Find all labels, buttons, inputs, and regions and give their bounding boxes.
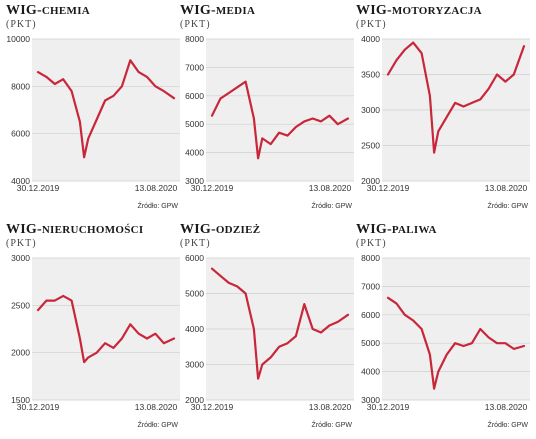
y-tick-label: 10000: [6, 34, 30, 44]
series-line: [386, 296, 526, 390]
series-line: [386, 41, 526, 154]
x-tick-label-end: 13.08.2020: [309, 402, 352, 412]
y-tick-label: 1500: [11, 395, 30, 405]
chart-panel-wig-chemia: WIG-chemia (PKT) 10000 8000 6000 4000 30.12.…: [6, 3, 182, 217]
chart-panel-wig-nieruchomosci: WIG-nieruchomości (PKT) 3000 2500 2000 1500…: [6, 222, 182, 436]
x-tick-label-end: 13.08.2020: [485, 402, 528, 412]
chart-panel-wig-odziez: WIG-odzież (PKT) 6000 5000 4000 3000 2000 30.…: [180, 222, 356, 436]
series-line: [36, 59, 176, 159]
chart-unit: (PKT): [6, 19, 37, 30]
chart-panel-wig-media: WIG-media (PKT) 8000 7000 6000 5000 4000 3000…: [180, 3, 356, 217]
chart-unit: (PKT): [180, 19, 211, 30]
x-tick-label-end: 13.08.2020: [485, 183, 528, 193]
source-note: Źródło: GPW: [487, 422, 528, 429]
x-tick-label-start: 30.12.2019: [191, 183, 234, 193]
x-tick-label-start: 30.12.2019: [367, 402, 410, 412]
y-tick-label: 3500: [361, 70, 380, 80]
chart-title: WIG-motoryzacja: [356, 3, 482, 18]
y-tick-label: 2000: [185, 395, 204, 405]
y-tick-label: 8000: [361, 253, 380, 263]
y-tick-label: 2000: [361, 176, 380, 186]
chart-panel-wig-motoryzacja: WIG-motoryzacja (PKT) 4000 3500 3000 2500 20…: [356, 3, 532, 217]
y-tick-label: 7000: [185, 62, 204, 72]
x-tick-label-start: 30.12.2019: [17, 183, 60, 193]
y-tick-label: 8000: [11, 81, 30, 91]
chart-title: WIG-odzież: [180, 222, 261, 237]
y-tick-label: 2500: [11, 300, 30, 310]
y-tick-label: 3000: [185, 360, 204, 370]
chart-unit: (PKT): [356, 19, 387, 30]
x-tick-label-start: 30.12.2019: [367, 183, 410, 193]
y-tick-label: 8000: [185, 34, 204, 44]
series-line: [210, 267, 350, 380]
y-tick-label: 6000: [11, 129, 30, 139]
plot-area: [32, 258, 180, 400]
chart-title: WIG-nieruchomości: [6, 222, 144, 237]
y-tick-label: 4000: [185, 148, 204, 158]
chart-unit: (PKT): [6, 238, 37, 249]
chart-title: WIG-chemia: [6, 3, 91, 18]
plot-area: [382, 258, 530, 400]
source-note: Źródło: GPW: [137, 203, 178, 210]
chart-title: WIG-media: [180, 3, 256, 18]
y-tick-label: 6000: [361, 310, 380, 320]
x-tick-label-end: 13.08.2020: [135, 402, 178, 412]
y-tick-label: 2000: [11, 348, 30, 358]
y-tick-label: 4000: [185, 324, 204, 334]
y-tick-label: 4000: [11, 176, 30, 186]
x-tick-label-end: 13.08.2020: [309, 183, 352, 193]
y-tick-label: 3000: [361, 105, 380, 115]
x-tick-label-start: 30.12.2019: [17, 402, 60, 412]
chart-unit: (PKT): [180, 238, 211, 249]
y-tick-label: 4000: [361, 367, 380, 377]
x-tick-label-start: 30.12.2019: [191, 402, 234, 412]
chart-title: WIG-paliwa: [356, 222, 437, 237]
y-tick-label: 5000: [361, 338, 380, 348]
y-tick-label: 2500: [361, 141, 380, 151]
y-tick-label: 7000: [361, 281, 380, 291]
y-tick-label: 4000: [361, 34, 380, 44]
x-tick-label-end: 13.08.2020: [135, 183, 178, 193]
y-tick-label: 5000: [185, 289, 204, 299]
y-tick-label: 6000: [185, 253, 204, 263]
source-note: Źródło: GPW: [311, 422, 352, 429]
y-tick-label: 6000: [185, 91, 204, 101]
chart-unit: (PKT): [356, 238, 387, 249]
plot-area: [32, 39, 180, 181]
source-note: Źródło: GPW: [137, 422, 178, 429]
y-tick-label: 3000: [185, 176, 204, 186]
series-line: [210, 80, 350, 160]
y-tick-label: 5000: [185, 119, 204, 129]
series-line: [36, 294, 176, 364]
y-tick-label: 3000: [361, 395, 380, 405]
y-tick-label: 3000: [11, 253, 30, 263]
chart-panel-wig-paliwa: WIG-paliwa (PKT) 8000 7000 6000 5000 4000 300…: [356, 222, 532, 436]
source-note: Źródło: GPW: [487, 203, 528, 210]
plot-area: [206, 39, 354, 181]
source-note: Źródło: GPW: [311, 203, 352, 210]
